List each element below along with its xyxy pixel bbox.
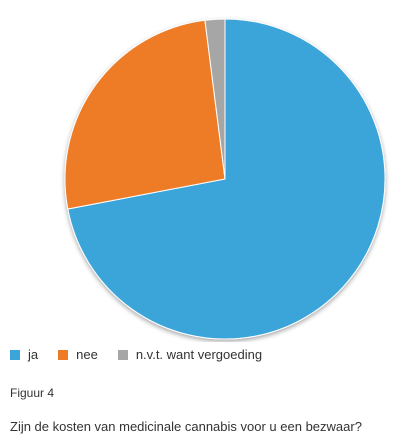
legend-label: ja [28, 347, 39, 362]
legend-item: n.v.t. want vergoeding [117, 347, 263, 362]
legend-item: ja [10, 347, 38, 362]
pie-slice-nee [64, 19, 226, 210]
legend-item: nee [58, 347, 98, 362]
legend-label: n.v.t. want vergoeding [135, 347, 263, 362]
figure-caption: Zijn de kosten van medicinale cannabis v… [10, 419, 362, 434]
legend-label: nee [76, 347, 98, 362]
pie-slice-ja [67, 18, 386, 340]
legend-swatch [117, 349, 128, 360]
pie-chart [64, 18, 386, 340]
legend-swatch [10, 349, 20, 360]
chart-legend: ja nee n.v.t. want vergoeding [10, 347, 282, 362]
pie-slice-n-v-t-want-vergoeding [204, 18, 226, 180]
legend-swatch [58, 349, 69, 360]
figure-label: Figuur 4 [10, 386, 55, 400]
pie-slices [64, 18, 386, 340]
